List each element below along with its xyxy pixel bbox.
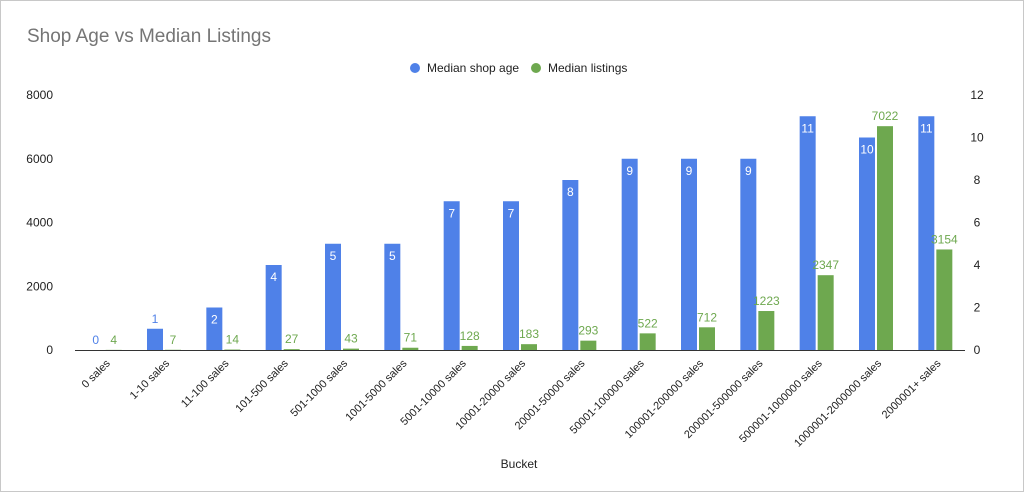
data-label-median-listings: 2347: [812, 258, 839, 272]
y-right-tick-label: 0: [974, 343, 981, 357]
data-label-median-listings: 712: [697, 310, 717, 324]
x-tick-label: 11-100 sales: [179, 357, 232, 410]
y-left-tick-label: 0: [46, 343, 53, 357]
y-right-tick-label: 8: [974, 173, 981, 187]
bar-median-listings[interactable]: [639, 333, 656, 350]
y-left-tick-label: 4000: [26, 216, 53, 230]
data-label-median-listings: 14: [226, 333, 240, 347]
bar-median-shop-age[interactable]: [503, 201, 519, 350]
data-label-median-listings: 7: [170, 333, 177, 347]
bar-median-shop-age[interactable]: [799, 116, 816, 350]
data-label-median-shop-age: 2: [211, 313, 218, 327]
bar-median-listings[interactable]: [936, 249, 953, 350]
data-label-median-shop-age: 1: [152, 312, 159, 326]
bar-median-listings[interactable]: [283, 349, 300, 350]
data-label-median-shop-age: 9: [686, 164, 693, 178]
x-tick-label: 101-500 sales: [233, 357, 291, 415]
data-label-median-shop-age: 5: [389, 249, 396, 263]
y-axis-left: 0 2000 4000 6000 8000: [26, 88, 53, 357]
legend-label-median-shop-age: Median shop age: [427, 61, 519, 75]
data-label-median-listings: 522: [638, 316, 658, 330]
data-label-median-shop-age: 9: [626, 164, 633, 178]
legend: Median shop age Median listings: [410, 61, 627, 75]
bar-median-shop-age[interactable]: [384, 243, 401, 350]
x-tick-label: 501-1000 sales: [288, 357, 350, 419]
data-label-median-shop-age: 0: [92, 333, 99, 347]
y-left-tick-label: 2000: [26, 279, 53, 293]
bar-median-shop-age[interactable]: [859, 137, 875, 351]
legend-item-median-shop-age[interactable]: Median shop age: [410, 61, 519, 75]
data-label-median-shop-age: 10: [860, 143, 874, 157]
data-label-median-listings: 3154: [931, 232, 958, 246]
x-tick-label: 1001-5000 sales: [343, 357, 409, 423]
data-label-median-listings: 71: [404, 331, 418, 345]
data-label-median-listings: 43: [344, 332, 358, 346]
y-right-tick-label: 4: [974, 258, 981, 272]
data-label-median-shop-age: 7: [508, 206, 515, 220]
data-label-median-listings: 1223: [753, 294, 780, 308]
bar-median-shop-age[interactable]: [325, 243, 341, 350]
bar-median-listings[interactable]: [224, 349, 241, 351]
y-axis-right: 0 2 4 6 8 10 12: [970, 88, 984, 357]
bar-median-listings[interactable]: [521, 344, 537, 350]
y-right-tick-label: 12: [970, 88, 984, 102]
bar-median-shop-age[interactable]: [206, 307, 223, 351]
bar-median-shop-age[interactable]: [562, 180, 579, 350]
legend-swatch-median-shop-age: [410, 63, 420, 73]
data-label-median-shop-age: 7: [448, 206, 455, 220]
bar-median-listings[interactable]: [758, 311, 775, 350]
bar-median-listings[interactable]: [817, 275, 834, 350]
legend-swatch-median-listings: [531, 63, 541, 73]
bar-median-listings[interactable]: [461, 345, 478, 350]
x-axis: 0 sales 1-10 sales 11-100 sales 101-500 sal…: [80, 357, 944, 449]
plot-area: 0 417214427543571712871838293952297129122…: [92, 109, 958, 351]
y-left-tick-label: 8000: [26, 88, 53, 102]
data-label-median-shop-age: 4: [270, 270, 277, 284]
bar-median-shop-age[interactable]: [265, 265, 282, 350]
data-label-median-listings: 27: [285, 332, 299, 346]
bar-median-shop-age[interactable]: [147, 328, 163, 350]
legend-item-median-listings[interactable]: Median listings: [531, 61, 627, 75]
bar-median-listings[interactable]: [877, 126, 893, 350]
x-tick-label: 0 sales: [80, 357, 113, 390]
bar-median-listings[interactable]: [580, 340, 597, 350]
x-tick-label: 2000001+ sales: [880, 357, 944, 421]
data-label-median-listings: 7022: [872, 109, 899, 123]
data-label-median-shop-age: 9: [745, 164, 752, 178]
bar-median-shop-age[interactable]: [681, 158, 697, 350]
legend-label-median-listings: Median listings: [548, 61, 627, 75]
x-axis-title: Bucket: [501, 457, 538, 471]
bar-median-shop-age[interactable]: [918, 116, 935, 350]
x-tick-label: 1-10 sales: [128, 357, 173, 402]
data-label-median-shop-age: 11: [920, 121, 933, 135]
y-right-tick-label: 10: [970, 131, 984, 145]
y-right-tick-label: 2: [974, 301, 981, 315]
y-right-tick-label: 6: [974, 216, 981, 230]
bar-median-shop-age[interactable]: [740, 158, 757, 350]
data-label-median-shop-age: 5: [330, 249, 337, 263]
data-label-median-listings: 183: [519, 327, 539, 341]
bar-median-shop-age[interactable]: [621, 158, 638, 350]
data-label-median-listings: 4: [110, 333, 117, 347]
data-label-median-listings: 293: [578, 324, 598, 338]
data-label-median-shop-age: 11: [801, 121, 814, 135]
bar-median-listings[interactable]: [699, 327, 715, 350]
bar-median-shop-age[interactable]: [443, 201, 460, 350]
data-label-median-listings: 128: [460, 329, 480, 343]
bar-median-listings[interactable]: [343, 348, 359, 350]
chart-title: Shop Age vs Median Listings: [27, 26, 271, 47]
bar-median-listings[interactable]: [402, 347, 419, 350]
y-left-tick-label: 6000: [26, 152, 53, 166]
data-label-median-shop-age: 8: [567, 185, 574, 199]
